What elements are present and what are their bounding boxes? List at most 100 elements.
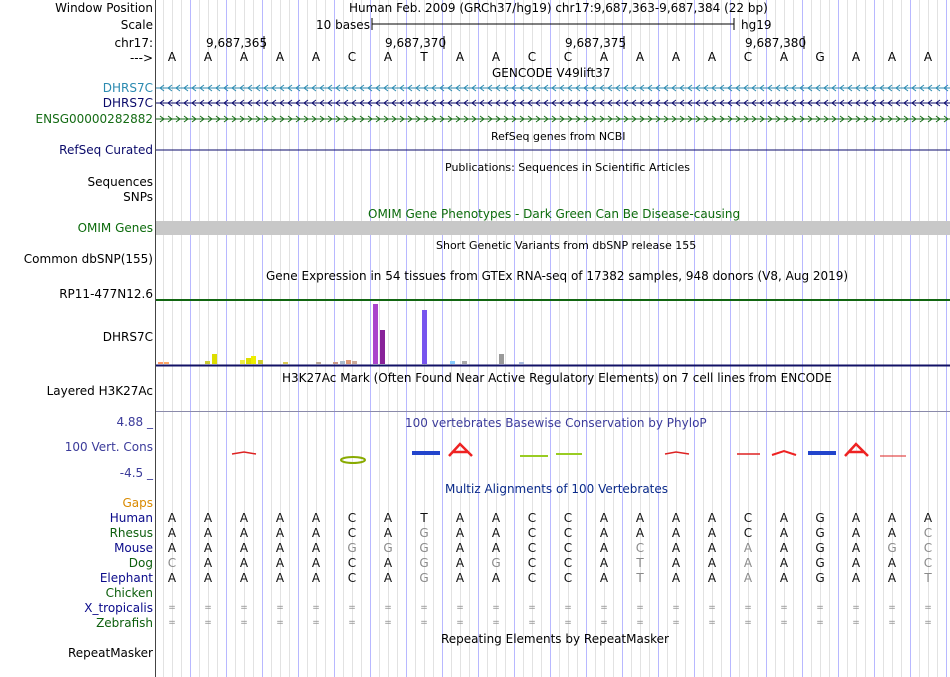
reference-base: A: [635, 50, 645, 64]
alignment-base: A: [671, 541, 681, 555]
gencode-dhrs7c-1-chevron: [663, 84, 669, 92]
alignment-base: G: [347, 541, 357, 555]
alignment-base: G: [491, 556, 501, 570]
gencode-dhrs7c-1-chevron: [159, 84, 165, 92]
gencode-dhrs7c-1-chevron: [263, 84, 269, 92]
alignment-base: C: [923, 526, 933, 540]
alignment-base: =: [276, 603, 284, 613]
gencode-dhrs7c-2-chevron: [415, 99, 421, 107]
gencode-ensg-chevron: [311, 115, 317, 123]
gencode-dhrs7c-1-chevron: [623, 84, 629, 92]
track-label-cons[interactable]: 100 Vert. Cons: [64, 440, 153, 454]
gencode-dhrs7c-2-chevron: [159, 99, 165, 107]
alignment-base: A: [779, 541, 789, 555]
gencode-ensg-chevron: [295, 115, 301, 123]
gencode-dhrs7c-2-chevron: [431, 99, 437, 107]
species-label-chicken[interactable]: Chicken: [105, 586, 153, 600]
gencode-dhrs7c-1-chevron: [311, 84, 317, 92]
alignment-base: =: [852, 603, 860, 613]
gencode-ensg-chevron: [583, 115, 589, 123]
alignment-base: A: [743, 541, 753, 555]
species-label-zebrafish[interactable]: Zebrafish: [96, 616, 153, 630]
track-label-rp11[interactable]: RP11-477N12.6: [59, 287, 153, 301]
track-label-omim-genes[interactable]: OMIM Genes: [77, 221, 153, 235]
alignment-base: A: [239, 511, 249, 525]
alignment-base: A: [887, 571, 897, 585]
gencode-ensg-chevron: [543, 115, 549, 123]
title-phylop: 100 vertebrates Basewise Conservation by…: [405, 416, 707, 430]
gencode-ensg-chevron: [279, 115, 285, 123]
species-label-human[interactable]: Human: [109, 511, 153, 525]
alignment-base: =: [672, 603, 680, 613]
alignment-base: A: [203, 571, 213, 585]
species-label-elephant[interactable]: Elephant: [99, 571, 153, 585]
track-label-sequences[interactable]: Sequences: [87, 175, 153, 189]
alignment-base: =: [816, 603, 824, 613]
track-label-snps[interactable]: SNPs: [123, 190, 153, 204]
gencode-dhrs7c-1-chevron: [423, 84, 429, 92]
gencode-dhrs7c-2-chevron: [591, 99, 597, 107]
alignment-base: G: [815, 511, 825, 525]
gencode-dhrs7c-1-chevron: [215, 84, 221, 92]
species-label-mouse[interactable]: Mouse: [114, 541, 153, 555]
gencode-dhrs7c-2-chevron: [567, 99, 573, 107]
alignment-base: C: [743, 511, 753, 525]
alignment-base: =: [384, 618, 392, 628]
gencode-dhrs7c-2-chevron: [447, 99, 453, 107]
gencode-ensg-chevron: [247, 115, 253, 123]
alignment-base: A: [275, 541, 285, 555]
track-label-layered-h3k27ac[interactable]: Layered H3K27Ac: [46, 384, 153, 398]
track-label-ensg[interactable]: ENSG00000282882: [35, 112, 153, 126]
position-readout: Human Feb. 2009 (GRCh37/hg19) chr17:9,68…: [349, 1, 768, 15]
species-label-dog[interactable]: Dog: [128, 556, 153, 570]
alignment-base: C: [923, 541, 933, 555]
gencode-ensg-chevron: [887, 115, 893, 123]
gencode-ensg-chevron: [159, 115, 165, 123]
alignment-base: =: [168, 603, 176, 613]
species-label-rhesus[interactable]: Rhesus: [109, 526, 153, 540]
gencode-dhrs7c-1-chevron: [383, 84, 389, 92]
alignment-base: =: [708, 618, 716, 628]
track-label-common-dbsnp[interactable]: Common dbSNP(155): [23, 252, 153, 266]
alignment-base: G: [419, 526, 429, 540]
species-label-x_tropicalis[interactable]: X_tropicalis: [84, 601, 153, 615]
alignment-base: C: [347, 556, 357, 570]
alignment-base: A: [455, 571, 465, 585]
alignment-base: G: [419, 556, 429, 570]
alignment-base: A: [239, 526, 249, 540]
alignment-base: A: [203, 511, 213, 525]
gencode-dhrs7c-2-chevron: [671, 99, 677, 107]
gencode-dhrs7c-2-chevron: [559, 99, 565, 107]
gencode-ensg-chevron: [671, 115, 677, 123]
gencode-dhrs7c-1-chevron: [791, 84, 797, 92]
gencode-dhrs7c-1-chevron: [919, 84, 925, 92]
gencode-dhrs7c-1-chevron: [375, 84, 381, 92]
track-label-dhrs7c-gtex[interactable]: DHRS7C: [102, 330, 153, 344]
gencode-dhrs7c-2-chevron: [407, 99, 413, 107]
title-multiz: Multiz Alignments of 100 Vertebrates: [445, 482, 669, 496]
gencode-dhrs7c-1-chevron: [231, 84, 237, 92]
gencode-ensg-chevron: [871, 115, 877, 123]
gencode-dhrs7c-1-chevron: [455, 84, 461, 92]
track-label-refseq-curated[interactable]: RefSeq Curated: [59, 143, 153, 157]
cons-max-label: 4.88 _: [116, 415, 153, 429]
alignment-base: A: [707, 541, 717, 555]
gencode-dhrs7c-2-chevron: [167, 99, 173, 107]
gencode-dhrs7c-1-chevron: [223, 84, 229, 92]
alignment-base: A: [167, 511, 177, 525]
alignment-base: =: [852, 618, 860, 628]
alignment-base: A: [383, 556, 393, 570]
track-label-repeatmasker[interactable]: RepeatMasker: [67, 646, 153, 660]
alignment-base: A: [203, 541, 213, 555]
alignment-base: A: [851, 541, 861, 555]
gencode-dhrs7c-1-chevron: [695, 84, 701, 92]
track-label-dhrs7c-2[interactable]: DHRS7C: [102, 96, 153, 110]
gencode-dhrs7c-1-chevron: [719, 84, 725, 92]
alignment-base: =: [780, 603, 788, 613]
track-label-gaps[interactable]: Gaps: [122, 496, 153, 510]
gencode-ensg-chevron: [783, 115, 789, 123]
track-label-dhrs7c-1[interactable]: DHRS7C: [102, 81, 153, 95]
gencode-dhrs7c-1-chevron: [655, 84, 661, 92]
gencode-dhrs7c-1-chevron: [391, 84, 397, 92]
gencode-ensg-chevron: [727, 115, 733, 123]
